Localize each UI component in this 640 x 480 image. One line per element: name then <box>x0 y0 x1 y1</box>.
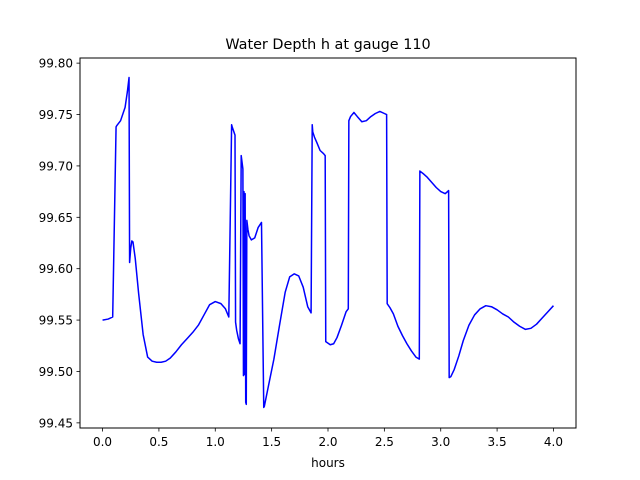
x-axis: 0.0 0.5 1.0 1.5 2.0 2.5 3.0 3.5 4.0 <box>93 428 563 449</box>
x-tick-label: 2.0 <box>318 435 337 449</box>
x-tick-label: 2.5 <box>375 435 394 449</box>
y-tick-label: 99.60 <box>39 262 73 276</box>
x-tick-label: 0.0 <box>93 435 112 449</box>
series-line-0 <box>102 76 555 409</box>
x-axis-label: hours <box>311 456 345 470</box>
y-tick-label: 99.70 <box>39 159 73 173</box>
y-tick-label: 99.45 <box>39 416 73 430</box>
x-tick-label: 1.0 <box>206 435 225 449</box>
y-tick-label: 99.55 <box>39 314 73 328</box>
x-tick-label: 3.5 <box>488 435 507 449</box>
y-axis: 99.45 99.50 99.55 99.60 99.65 99.70 99.75 99.80 <box>39 57 80 430</box>
y-tick-label: 99.75 <box>39 108 73 122</box>
x-tick-label: 4.0 <box>544 435 563 449</box>
x-tick-label: 3.0 <box>431 435 450 449</box>
chart-title: Water Depth h at gauge 110 <box>225 37 430 53</box>
series-line-layer <box>102 76 555 409</box>
y-tick-label: 99.65 <box>39 211 73 225</box>
y-tick-label: 99.80 <box>39 57 73 71</box>
y-tick-label: 99.50 <box>39 365 73 379</box>
x-tick-label: 0.5 <box>149 435 168 449</box>
x-tick-label: 1.5 <box>262 435 281 449</box>
